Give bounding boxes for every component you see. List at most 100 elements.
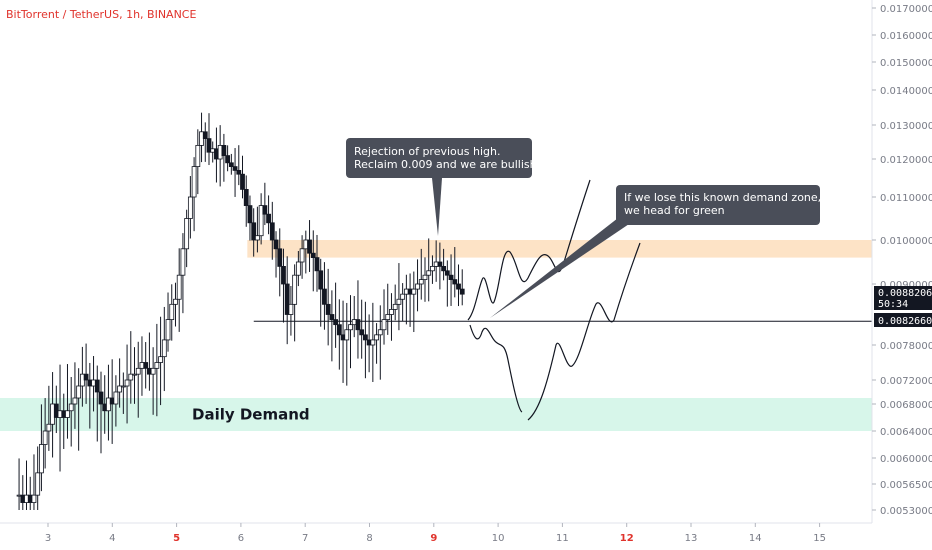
current-price-value: 0.0088206 xyxy=(878,288,932,299)
time-tick-label: 14 xyxy=(749,533,762,544)
price-tick-label: 0.0068000 xyxy=(880,400,932,411)
candle-body xyxy=(184,218,190,250)
candle-body xyxy=(415,283,420,290)
price-tick-label: 0.0060000 xyxy=(880,454,932,465)
candle-body xyxy=(430,265,435,272)
time-tick-label: 6 xyxy=(238,533,244,544)
supply-zone xyxy=(247,240,872,258)
time-tick-label: 3 xyxy=(45,533,51,544)
candle-body xyxy=(307,239,312,254)
candle-body xyxy=(76,385,82,399)
candle-body xyxy=(65,410,70,418)
candle-body xyxy=(374,334,379,341)
price-tick-label: 0.0140000 xyxy=(880,86,932,97)
candle-body xyxy=(68,403,74,412)
candle-body xyxy=(135,367,141,375)
candle-body xyxy=(187,196,193,219)
candle-body xyxy=(240,173,245,190)
candle-body xyxy=(113,391,119,405)
price-tick-label: 0.0110000 xyxy=(880,193,932,204)
candle-body xyxy=(31,494,37,503)
candle-body xyxy=(273,239,279,250)
candle-body xyxy=(281,265,286,285)
candle-body xyxy=(437,261,443,267)
candle-body xyxy=(333,319,339,326)
candle-body xyxy=(143,362,149,369)
current-price-tag: 0.0088206 50:34 xyxy=(874,286,932,310)
time-tick-label: 7 xyxy=(302,533,308,544)
candle-body xyxy=(154,362,160,369)
candle-body xyxy=(381,319,387,331)
candle-body xyxy=(363,334,368,341)
time-tick-label: 13 xyxy=(685,533,698,544)
price-tick-label: 0.0072000 xyxy=(880,376,932,387)
candle-body xyxy=(202,131,208,140)
price-tick-label: 0.0056500 xyxy=(880,480,932,491)
candle-body xyxy=(441,265,447,272)
candle-body xyxy=(251,222,257,241)
time-tick-label: 15 xyxy=(813,533,826,544)
candle-body xyxy=(400,293,406,300)
candle-body xyxy=(180,248,186,276)
candle-body xyxy=(94,379,100,393)
candle-body xyxy=(124,379,130,387)
candle-body xyxy=(355,319,361,331)
candle-body xyxy=(221,144,227,156)
candle-body xyxy=(150,367,156,375)
candle-body xyxy=(35,472,41,496)
daily-demand-label: Daily Demand xyxy=(192,406,310,424)
candle-body xyxy=(284,283,290,315)
candle-body xyxy=(329,314,335,320)
time-axis[interactable]: 3 4 5 6 7 8 9 10 11 12 13 14 15 xyxy=(45,523,826,544)
annotation-rejection-line1: Rejection of previous high. xyxy=(354,145,500,158)
candle-body xyxy=(444,270,450,276)
price-tick-label: 0.0160000 xyxy=(880,31,932,42)
time-tick-label: 8 xyxy=(366,533,372,544)
candle-body xyxy=(266,213,271,224)
candle-body xyxy=(396,298,402,305)
candle-body xyxy=(426,270,432,276)
annotation-rejection-line2: Reclaim 0.009 and we are bullish xyxy=(354,158,537,171)
candle-body xyxy=(195,144,201,167)
annotation-demand-loss-line1: If we lose this known demand zone, xyxy=(624,191,821,204)
price-tick-label: 0.0090000 xyxy=(880,280,932,291)
candle-body xyxy=(422,274,428,281)
candle-body xyxy=(206,138,212,153)
candle-body xyxy=(258,205,264,237)
candle-body xyxy=(392,303,398,310)
candle-body xyxy=(385,314,391,320)
candle-body xyxy=(377,329,383,336)
price-tick-label: 0.0130000 xyxy=(880,121,932,132)
candle-body xyxy=(243,188,249,206)
time-tick-label: 4 xyxy=(109,533,115,544)
candle-body xyxy=(314,257,320,272)
candle-body xyxy=(325,303,331,315)
candle-body xyxy=(173,298,178,305)
candle-body xyxy=(348,324,353,331)
candle-body xyxy=(370,339,376,346)
candle-body xyxy=(98,391,104,405)
candle-body xyxy=(359,329,365,336)
candle-body xyxy=(255,235,260,241)
candle-body xyxy=(128,373,134,381)
candle-body xyxy=(292,274,298,305)
daily-demand-zone xyxy=(0,398,872,431)
candle-body xyxy=(418,279,424,285)
candle-body xyxy=(158,356,163,363)
price-tick-label: 0.0053000 xyxy=(880,506,932,517)
candle-body xyxy=(225,155,231,164)
support-price-value: 0.0082660 xyxy=(878,316,932,327)
price-axis[interactable]: 0.0170000 0.0160000 0.0150000 0.0140000 0.01… xyxy=(872,4,932,517)
candle-body xyxy=(72,397,78,405)
candle-body xyxy=(344,329,350,341)
time-tick-label: 11 xyxy=(556,533,569,544)
bearish-projection-path xyxy=(469,242,641,421)
candle-countdown: 50:34 xyxy=(878,299,908,310)
candle-body xyxy=(288,303,294,315)
candle-body xyxy=(161,339,167,358)
candle-body xyxy=(389,309,394,315)
candle-body xyxy=(228,162,234,168)
candle-body xyxy=(117,385,123,393)
candle-body xyxy=(39,444,44,474)
